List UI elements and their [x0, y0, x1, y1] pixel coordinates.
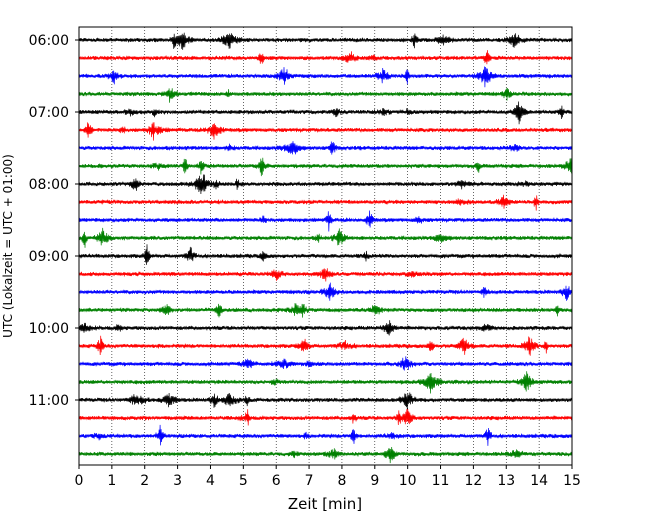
x-tick-label: 8 [337, 473, 346, 489]
x-tick-label: 10 [399, 473, 417, 489]
seismic-trace [78, 157, 573, 177]
seismic-trace [78, 244, 573, 265]
seismic-trace [78, 122, 573, 141]
x-tick-label: 7 [305, 473, 314, 489]
x-tick-label: 6 [272, 473, 281, 489]
seismic-trace [78, 50, 573, 65]
seismic-trace [78, 141, 573, 155]
y-tick-label: 10:00 [29, 321, 69, 337]
trace-layer [78, 32, 573, 464]
x-tick-label: 5 [239, 473, 248, 489]
seismic-trace [78, 392, 573, 410]
grid-lines [111, 27, 540, 465]
seismic-trace [78, 320, 573, 336]
x-tick-label: 14 [530, 473, 548, 489]
x-tick-label: 4 [206, 473, 215, 489]
x-tick-label: 9 [370, 473, 379, 489]
y-tick-label: 06:00 [29, 33, 69, 49]
seismic-trace [78, 174, 573, 195]
y-axis-ticks: 06:00 07:00 08:00 09:00 10:00 11:00 [29, 33, 79, 409]
x-tick-label: 2 [140, 473, 149, 489]
x-tick-label: 3 [173, 473, 182, 489]
y-tick-label: 11:00 [29, 393, 69, 409]
seismic-trace [78, 408, 573, 426]
seismic-trace [78, 268, 573, 282]
x-tick-label: 11 [432, 473, 450, 489]
x-tick-label: 13 [497, 473, 515, 489]
y-tick-label: 08:00 [29, 177, 69, 193]
y-axis-label: UTC (Lokalzeit = UTC + 01:00) [1, 154, 15, 338]
y-tick-label: 09:00 [29, 249, 69, 265]
seismic-trace [78, 66, 573, 88]
x-tick-label: 15 [563, 473, 581, 489]
seismic-trace [78, 303, 573, 318]
seismic-trace [78, 87, 573, 103]
seismic-trace [78, 446, 573, 464]
seismic-trace [78, 356, 573, 371]
seismic-trace [78, 194, 573, 211]
seismic-trace [78, 282, 573, 301]
seismic-trace [78, 32, 573, 50]
x-tick-label: 12 [464, 473, 482, 489]
seismic-trace [78, 371, 573, 394]
x-tick-label: 1 [107, 473, 116, 489]
seismic-trace [78, 424, 573, 446]
seismic-trace [78, 335, 573, 356]
x-axis-ticks: 0 1 2 3 4 5 6 7 8 9 10 11 12 13 14 15 [75, 465, 581, 489]
y-tick-label: 07:00 [29, 105, 69, 121]
plot-frame [78, 26, 573, 466]
seismic-trace [78, 101, 573, 125]
x-tick-label: 0 [75, 473, 84, 489]
x-axis-label: Zeit [min] [288, 495, 362, 513]
seismic-trace [78, 227, 573, 248]
seismic-trace [78, 210, 573, 232]
